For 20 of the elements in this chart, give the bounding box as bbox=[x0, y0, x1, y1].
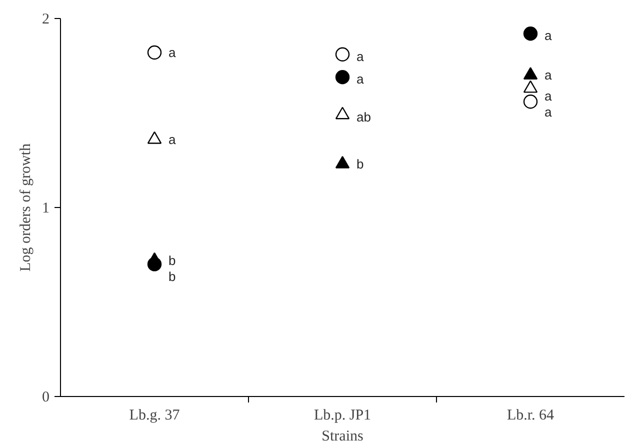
annotation: a bbox=[356, 71, 364, 86]
annotation: b bbox=[168, 252, 176, 268]
y-tick-label: 0 bbox=[42, 390, 50, 406]
annotation: ab bbox=[356, 109, 371, 124]
x-tick-label: Lb.r. 64 bbox=[506, 408, 555, 424]
y-tick-label: 2 bbox=[42, 12, 50, 28]
annotation: a bbox=[544, 28, 552, 44]
x-tick-label: Lb.g. 37 bbox=[129, 408, 180, 424]
annotation: a bbox=[168, 132, 176, 147]
annotation: a bbox=[168, 45, 176, 60]
x-tick-label: Lb.p. JP1 bbox=[314, 408, 372, 424]
annotation: a bbox=[544, 104, 552, 120]
y-axis-title: Log orders of growth bbox=[18, 143, 34, 272]
x-axis-title: Strains bbox=[322, 428, 364, 444]
annotation: a bbox=[356, 48, 364, 64]
annotation: a bbox=[544, 88, 552, 104]
y-tick-label: 1 bbox=[42, 200, 50, 216]
annotation: a bbox=[544, 68, 552, 83]
annotation: b bbox=[356, 156, 364, 172]
annotation: b bbox=[168, 269, 176, 284]
